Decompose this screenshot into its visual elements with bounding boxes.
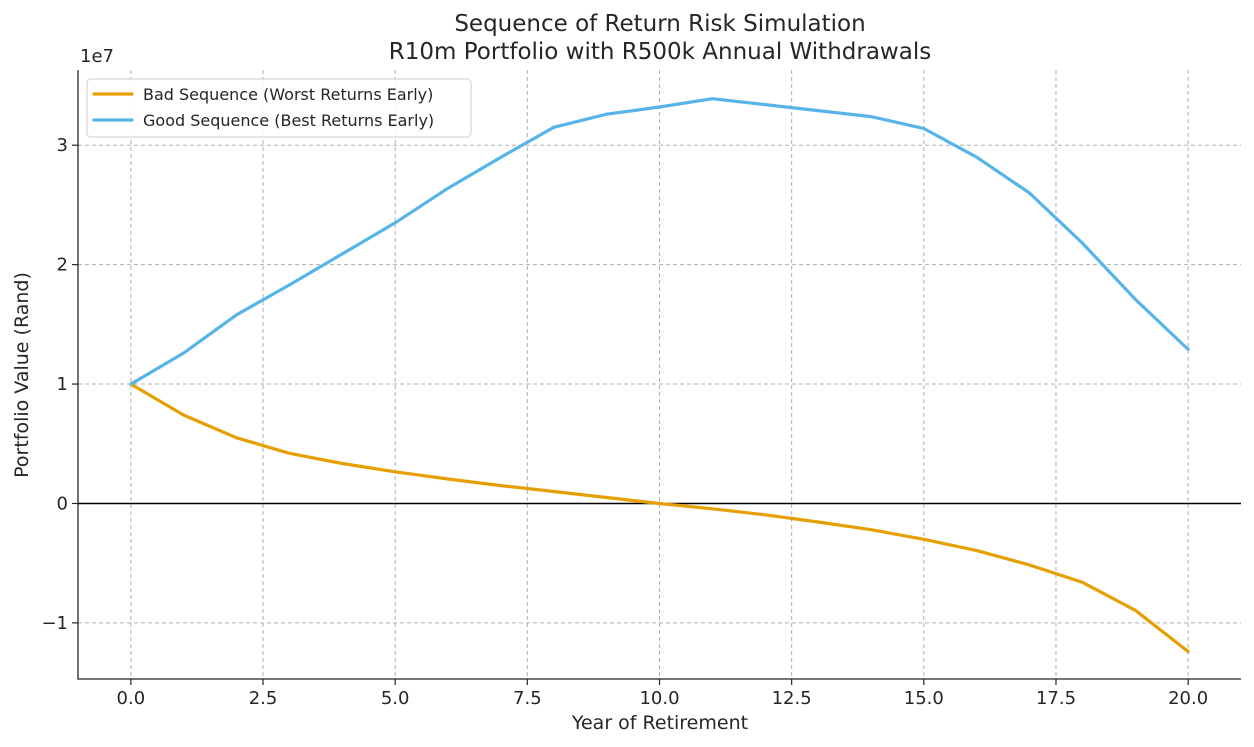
x-tick-label: 0.0	[117, 688, 146, 709]
x-axis-label: Year of Retirement	[571, 712, 748, 734]
chart-title-line-2: R10m Portfolio with R500k Annual Withdra…	[389, 39, 931, 65]
y-tick-label: 3	[57, 135, 68, 156]
y-tick-label: −1	[41, 613, 68, 634]
chart-title-line-1: Sequence of Return Risk Simulation	[454, 11, 865, 37]
y-tick-label: 2	[57, 255, 68, 276]
plot-frame	[77, 70, 1241, 680]
x-tick-label: 10.0	[639, 688, 679, 709]
y-tick-label: 1	[57, 374, 68, 395]
legend-box	[86, 78, 472, 138]
series-layer	[129, 97, 1190, 654]
legend-label-good: Good Sequence (Best Returns Early)	[143, 111, 434, 130]
y-offset-label: 1e7	[80, 46, 114, 67]
x-tick-label: 17.5	[1036, 688, 1076, 709]
x-tick-label: 20.0	[1168, 688, 1208, 709]
legend-label-bad: Bad Sequence (Worst Returns Early)	[143, 85, 433, 104]
x-tick-label: 7.5	[513, 688, 542, 709]
x-tick-label: 5.0	[381, 688, 410, 709]
tick-layer: 0.0 2.5 5.0 7.5 10.0 12.5 15.0 17.5 20.0 −1 0 1 2 3	[41, 135, 1208, 709]
x-tick-label: 12.5	[772, 688, 812, 709]
series-line-bad-sequence	[129, 382, 1190, 654]
legend: Bad Sequence (Worst Returns Early) Good …	[86, 78, 472, 138]
grid-layer	[78, 70, 1241, 679]
series-line-good-sequence	[129, 97, 1190, 386]
y-axis-label: Portfolio Value (Rand)	[11, 272, 33, 478]
y-tick-label: 0	[57, 493, 68, 514]
x-tick-label: 2.5	[249, 688, 278, 709]
x-tick-label: 15.0	[904, 688, 944, 709]
